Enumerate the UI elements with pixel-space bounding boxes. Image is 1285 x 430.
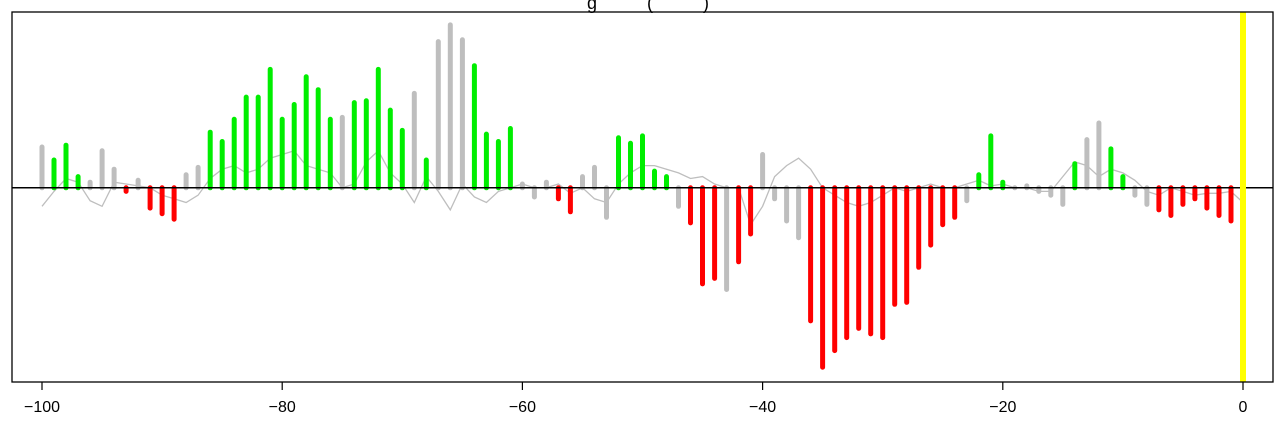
x-tick-label-0: −100 (24, 399, 60, 416)
bar-layer (39, 22, 1246, 370)
x-tick-label-5: 0 (1239, 399, 1248, 416)
chart-title: g ( ) (587, 0, 709, 13)
x-tick-label-2: −60 (509, 399, 536, 416)
x-axis: −100 −80 −60 −40 −20 0 (24, 382, 1248, 416)
current-position-marker (1240, 12, 1246, 382)
x-tick-label-1: −80 (269, 399, 296, 416)
x-tick-label-4: −20 (989, 399, 1016, 416)
x-tick-label-3: −40 (749, 399, 776, 416)
plot-frame (11, 11, 1274, 383)
